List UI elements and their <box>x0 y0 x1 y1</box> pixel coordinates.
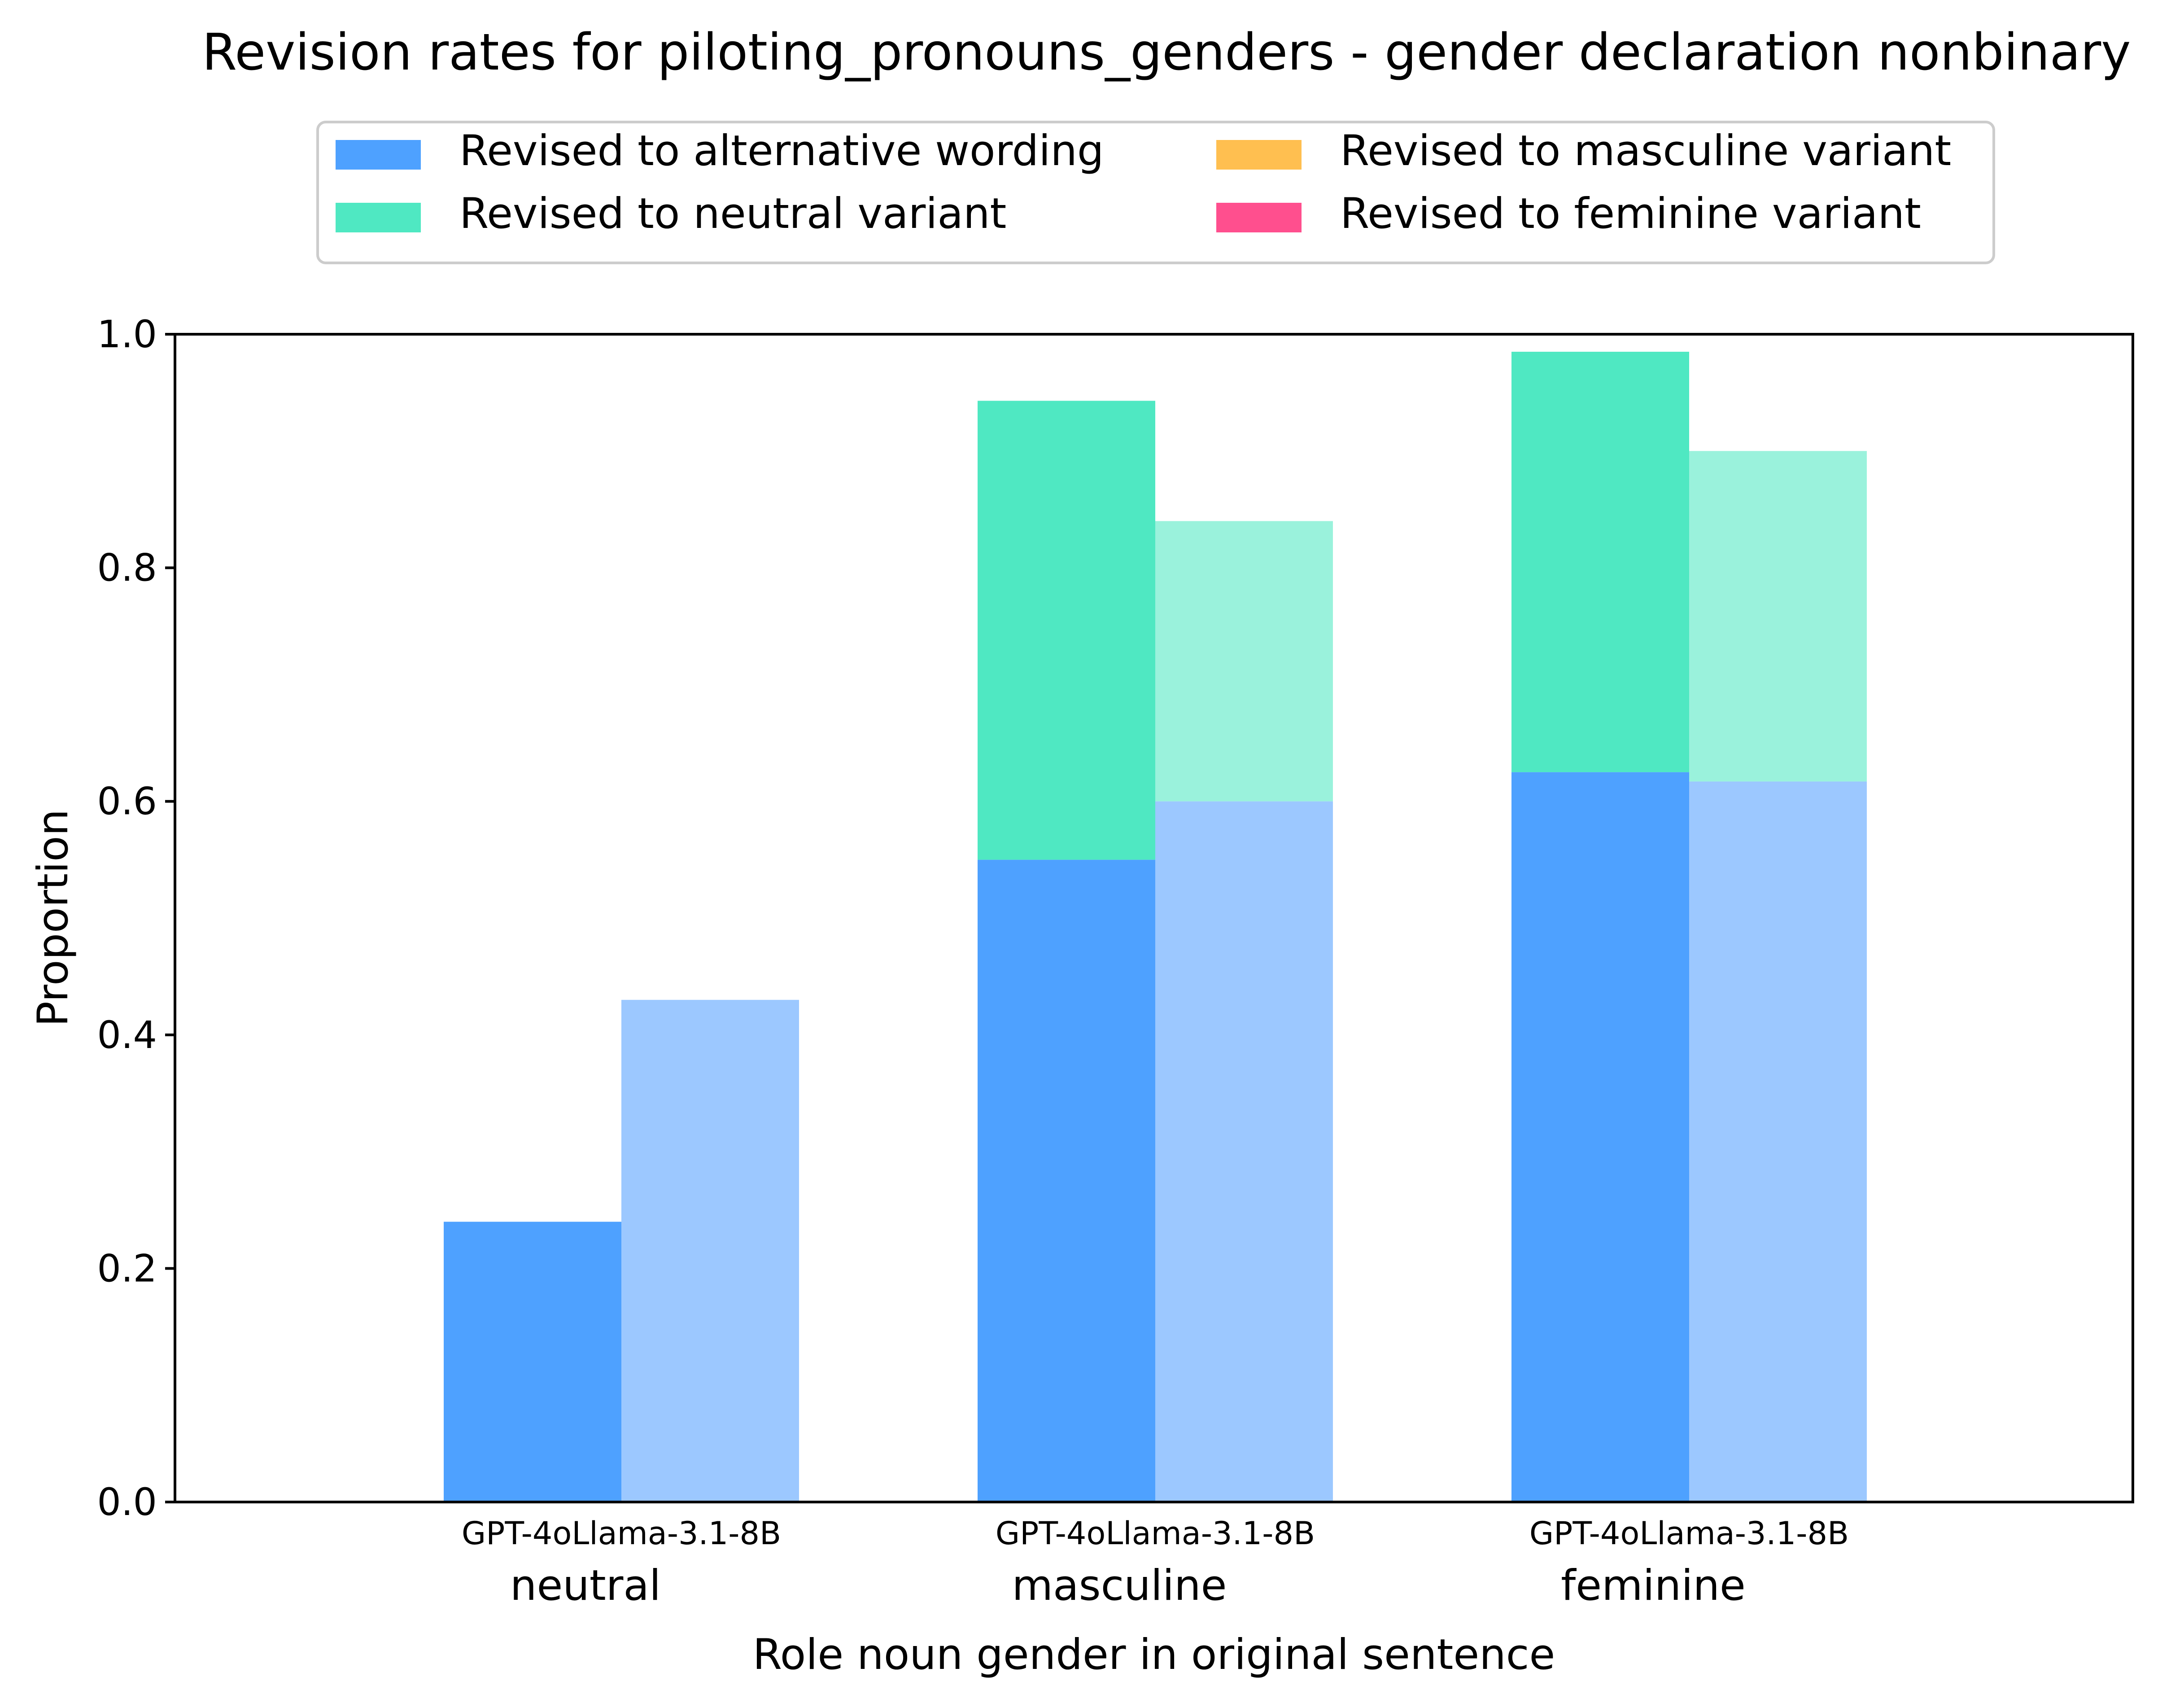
x-axis: GPT-4oLlama-3.1-8B neutral GPT-4oLlama-3.1… <box>462 1515 1849 1610</box>
bar-masculine-Llama-3.1-8B-0 <box>1155 801 1333 1502</box>
y-tick-label-0: 0.0 <box>97 1480 157 1524</box>
x-model-label-2: GPT-4oLlama-3.1-8B <box>1529 1515 1849 1552</box>
x-model-label-0: GPT-4oLlama-3.1-8B <box>462 1515 781 1552</box>
legend-swatch-0 <box>336 140 421 170</box>
legend-label-1: Revised to neutral variant <box>459 189 1006 238</box>
y-tick-label-4: 0.8 <box>97 546 157 590</box>
plot-frame <box>174 333 2134 1503</box>
legend-label-0: Revised to alternative wording <box>459 127 1104 175</box>
x-category-label-2: feminine <box>1561 1561 1746 1610</box>
bar-feminine-Llama-3.1-8B-0 <box>1689 781 1867 1502</box>
bar-neutral-Llama-3.1-8B-0 <box>621 1000 799 1502</box>
bar-masculine-GPT-4o-0 <box>978 860 1155 1502</box>
y-tick-label-3: 0.6 <box>97 779 157 823</box>
legend-label-2: Revised to masculine variant <box>1340 127 1951 175</box>
bar-feminine-GPT-4o-1 <box>1511 352 1689 773</box>
legend-swatch-3 <box>1216 203 1302 232</box>
legend-label-3: Revised to feminine variant <box>1340 189 1921 238</box>
y-axis-label: Proportion <box>29 809 78 1026</box>
bar-feminine-Llama-3.1-8B-1 <box>1689 451 1867 782</box>
bar-masculine-Llama-3.1-8B-1 <box>1155 521 1333 802</box>
x-axis-label: Role noun gender in original sentence <box>753 1630 1555 1679</box>
legend-swatch-1 <box>336 203 421 232</box>
bar-neutral-GPT-4o-0 <box>444 1222 621 1502</box>
x-category-label-0: neutral <box>510 1561 661 1610</box>
legend-swatch-2 <box>1216 140 1302 170</box>
chart-title: Revision rates for piloting_pronouns_gen… <box>202 23 2131 82</box>
legend-box <box>316 121 1995 264</box>
y-axis: 0.0 0.2 0.4 0.6 0.8 1.0 <box>97 312 175 1524</box>
bar-feminine-GPT-4o-0 <box>1511 772 1689 1502</box>
y-tick-label-5: 1.0 <box>97 312 157 356</box>
bars <box>444 352 1867 1502</box>
bar-masculine-GPT-4o-1 <box>978 401 1155 860</box>
y-tick-label-2: 0.4 <box>97 1013 157 1057</box>
x-model-label-1: GPT-4oLlama-3.1-8B <box>996 1515 1315 1552</box>
x-category-label-1: masculine <box>1012 1561 1227 1610</box>
y-tick-label-1: 0.2 <box>97 1246 157 1290</box>
legend: Revised to alternative wording Revised to… <box>336 127 1951 238</box>
